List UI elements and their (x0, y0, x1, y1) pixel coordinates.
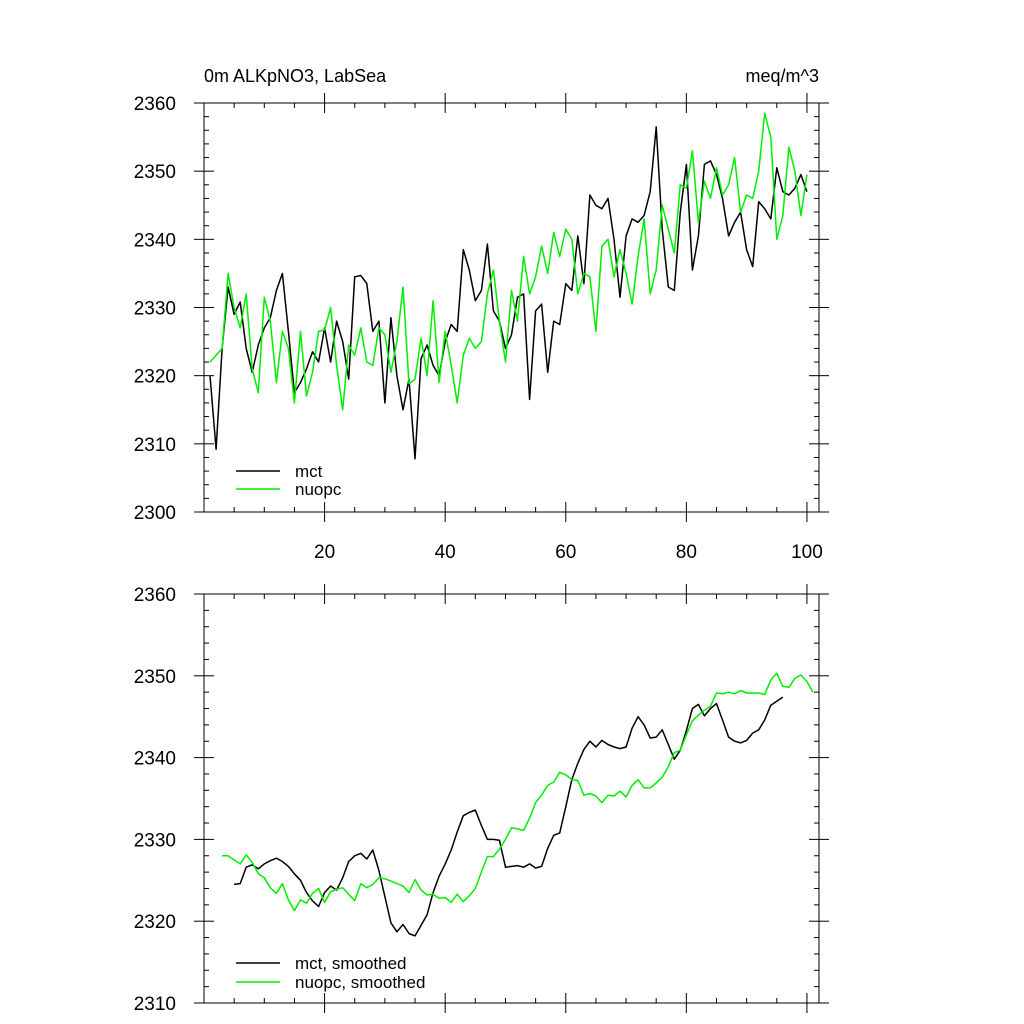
y-tick-label: 2360 (134, 585, 176, 606)
x-tick-label: 100 (791, 542, 823, 563)
series-lines-top (209, 112, 808, 460)
series-line-mct-top (209, 126, 808, 460)
y-tick-label: 2320 (134, 367, 176, 388)
x-tick-label: 80 (676, 542, 697, 563)
chart-title: 0m ALKpNO3, LabSea (204, 66, 387, 86)
series-line-nuopc-top (209, 112, 808, 411)
axis-ticks-top: 2300 2310 2320 2330 2340 2350 2360 20 40 60 80 100 (134, 93, 829, 563)
legend-label: mct (295, 462, 323, 481)
y-tick-label: 2320 (134, 912, 176, 933)
y-tick-label: 2330 (134, 299, 176, 320)
legend-label: mct, smoothed (295, 954, 407, 973)
y-tick-label: 2340 (134, 230, 176, 251)
y-tick-label: 2310 (134, 994, 176, 1015)
y-tick-label: 2350 (134, 667, 176, 688)
y-tick-label: 2340 (134, 749, 176, 770)
chart-top-panel: 0m ALKpNO3, LabSea meq/m^3 2300231023202… (134, 66, 829, 563)
y-tick-label: 2300 (134, 503, 176, 524)
series-line-nuopc-bottom (222, 672, 814, 912)
x-tick-label: 40 (435, 542, 456, 563)
y-tick-label: 2310 (134, 435, 176, 456)
axis-ticks-bottom: 2310 2320 2330 2340 2350 2360 (134, 584, 829, 1015)
x-tick-label: 60 (555, 542, 576, 563)
y-tick-label: 2330 (134, 830, 176, 851)
series-line-mct-bottom (234, 696, 784, 937)
plot-frame-top (203, 102, 820, 513)
y-tick-label: 2360 (134, 94, 176, 115)
units-label: meq/m^3 (746, 66, 819, 86)
y-tick-label: 2350 (134, 162, 176, 183)
legend-label: nuopc, smoothed (295, 973, 425, 992)
legend-label: nuopc (295, 480, 342, 499)
plot-frame-bottom (203, 593, 820, 1004)
series-lines-bottom (222, 672, 814, 937)
x-tick-label: 20 (314, 542, 335, 563)
chart-bottom-panel: 2310 2320 2330 2340 2350 2360 mct, smoothednu… (134, 584, 829, 1015)
